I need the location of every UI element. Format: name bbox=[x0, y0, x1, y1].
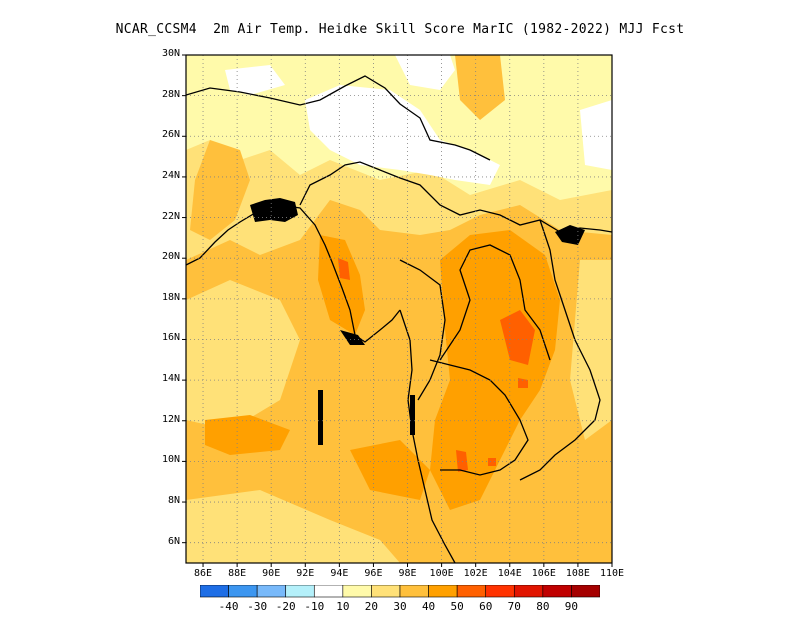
skill-field-band-50-60-laos bbox=[500, 310, 535, 365]
lat-tick-label: 8N bbox=[167, 495, 180, 507]
skill-field-no-skill-ne bbox=[395, 55, 455, 90]
skill-field-band-40-50-bay bbox=[205, 415, 290, 455]
skill-field-band-30-40-north bbox=[455, 55, 505, 120]
colorbar-label: -20 bbox=[275, 600, 296, 613]
lon-tick-label: 100E bbox=[429, 568, 454, 579]
lat-tick-label: 14N bbox=[161, 373, 180, 385]
colorbar-swatch bbox=[313, 585, 344, 598]
lat-tick-label: 28N bbox=[161, 88, 180, 100]
lon-tick-label: 110E bbox=[599, 568, 625, 579]
lon-tick-label: 88E bbox=[228, 568, 247, 579]
skill-field-band-50-60-vietnam bbox=[518, 378, 528, 388]
lat-tick-label: 12N bbox=[161, 413, 180, 425]
lon-tick-label: 98E bbox=[398, 568, 417, 579]
lon-tick-label: 108E bbox=[565, 568, 590, 579]
map-title: NCAR_CCSM4 2m Air Temp. Heidke Skill Sco… bbox=[115, 22, 685, 37]
skill-field-light-far-south bbox=[186, 490, 400, 563]
colorbar-label: 20 bbox=[364, 600, 379, 613]
colorbar-swatch bbox=[256, 585, 287, 598]
colorbar-swatch bbox=[228, 585, 258, 598]
lat-tick-label: 30N bbox=[161, 48, 180, 59]
skill-field-no-skill-west bbox=[225, 65, 285, 95]
colorbar-swatch bbox=[428, 585, 458, 598]
lat-tick-label: 10N bbox=[161, 454, 180, 466]
lon-tick-label: 96E bbox=[364, 568, 383, 579]
skill-field-band-50-60-myanmar bbox=[338, 258, 350, 280]
colorbar-label: -10 bbox=[304, 600, 325, 613]
colorbar-label: -40 bbox=[218, 600, 239, 613]
colorbar-swatch bbox=[285, 585, 315, 598]
lon-tick-label: 90E bbox=[262, 568, 281, 579]
colorbar-swatch bbox=[200, 585, 229, 598]
lat-tick-label: 26N bbox=[161, 129, 180, 141]
lat-tick-label: 6N bbox=[167, 535, 180, 547]
colorbar-label: -30 bbox=[247, 600, 268, 613]
skill-field-no-skill-tibet bbox=[305, 85, 500, 185]
skill-field-light-south-bay bbox=[186, 280, 300, 430]
colorbar-label: 10 bbox=[336, 600, 350, 613]
lat-tick-label: 20N bbox=[161, 251, 180, 263]
skill-field-no-skill-east bbox=[580, 100, 612, 170]
skill-field-band-50-60-cambodia bbox=[488, 458, 496, 466]
lon-tick-label: 102E bbox=[463, 568, 488, 579]
colorbar-swatch bbox=[513, 585, 544, 598]
coast-detail bbox=[250, 198, 585, 445]
colorbar-swatch bbox=[342, 585, 372, 598]
lat-tick-label: 24N bbox=[161, 169, 180, 181]
grid-lines bbox=[186, 55, 612, 563]
skill-field-band-40-50-south bbox=[350, 440, 430, 500]
tick-marks bbox=[182, 54, 613, 567]
lon-tick-label: 106E bbox=[531, 568, 556, 579]
skill-field-band-30-40-west bbox=[190, 140, 250, 240]
skill-field-band-40-50-indochina bbox=[430, 230, 560, 510]
lon-tick-label: 86E bbox=[194, 568, 213, 579]
colorbar-label: 60 bbox=[479, 600, 493, 613]
lon-tick-label: 94E bbox=[330, 568, 349, 579]
skill-field-light-east-sea bbox=[570, 260, 612, 440]
colorbar-swatch bbox=[456, 585, 487, 598]
colorbar-swatch bbox=[571, 585, 600, 598]
lon-tick-label: 92E bbox=[296, 568, 315, 579]
colorbar-label: 30 bbox=[393, 600, 407, 613]
colorbar-label: 50 bbox=[450, 600, 464, 613]
colorbar-swatch bbox=[399, 585, 429, 598]
map-frame bbox=[185, 54, 613, 564]
colorbar-swatch bbox=[485, 585, 515, 598]
colorbar-swatch bbox=[542, 585, 572, 598]
colorbar-label: 40 bbox=[421, 600, 436, 613]
lat-tick-label: 22N bbox=[161, 210, 180, 222]
colorbar-swatch bbox=[371, 585, 401, 598]
colorbar-label: 70 bbox=[507, 600, 521, 613]
lat-tick-label: 16N bbox=[161, 332, 180, 344]
lat-tick-label: 18N bbox=[161, 291, 180, 303]
colorbar bbox=[200, 585, 600, 598]
lon-tick-label: 104E bbox=[497, 568, 522, 579]
colorbar-label: 80 bbox=[536, 600, 550, 613]
colorbar-label: 90 bbox=[564, 600, 579, 613]
